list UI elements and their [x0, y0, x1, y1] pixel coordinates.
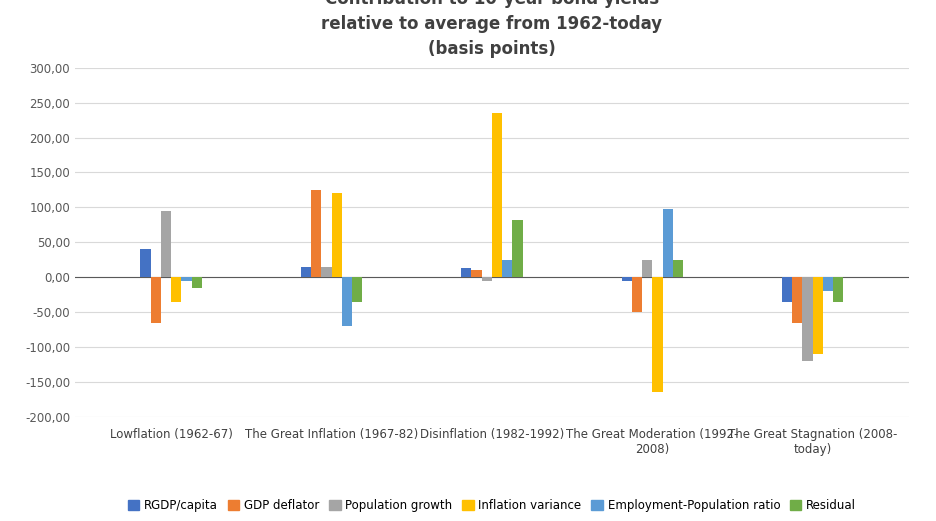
Bar	[321, 267, 331, 277]
Bar	[182, 277, 192, 281]
Bar	[512, 220, 522, 277]
Bar	[672, 259, 682, 277]
Bar	[352, 277, 362, 302]
Title: Contribution to 10-year bond yields
relative to average from 1962-today
(basis p: Contribution to 10-year bond yields rela…	[321, 0, 662, 58]
Bar	[171, 277, 182, 302]
Bar	[812, 277, 822, 354]
Bar	[311, 190, 321, 277]
Bar	[300, 267, 311, 277]
Bar	[461, 268, 471, 277]
Bar	[151, 277, 161, 322]
Legend: RGDP/capita, GDP deflator, Population growth, Inflation variance, Employment-Pop: RGDP/capita, GDP deflator, Population gr…	[124, 495, 859, 516]
Bar	[502, 259, 512, 277]
Bar	[621, 277, 631, 281]
Bar	[481, 277, 491, 281]
Bar	[832, 277, 842, 302]
Bar	[342, 277, 352, 326]
Bar	[822, 277, 832, 291]
Bar	[651, 277, 662, 392]
Bar	[491, 113, 502, 277]
Bar	[331, 193, 342, 277]
Bar	[192, 277, 201, 288]
Bar	[782, 277, 791, 302]
Bar	[791, 277, 801, 322]
Bar	[161, 211, 171, 277]
Bar	[801, 277, 812, 361]
Bar	[641, 259, 651, 277]
Bar	[662, 209, 672, 277]
Bar	[631, 277, 641, 312]
Bar	[471, 270, 481, 277]
Bar	[140, 249, 151, 277]
